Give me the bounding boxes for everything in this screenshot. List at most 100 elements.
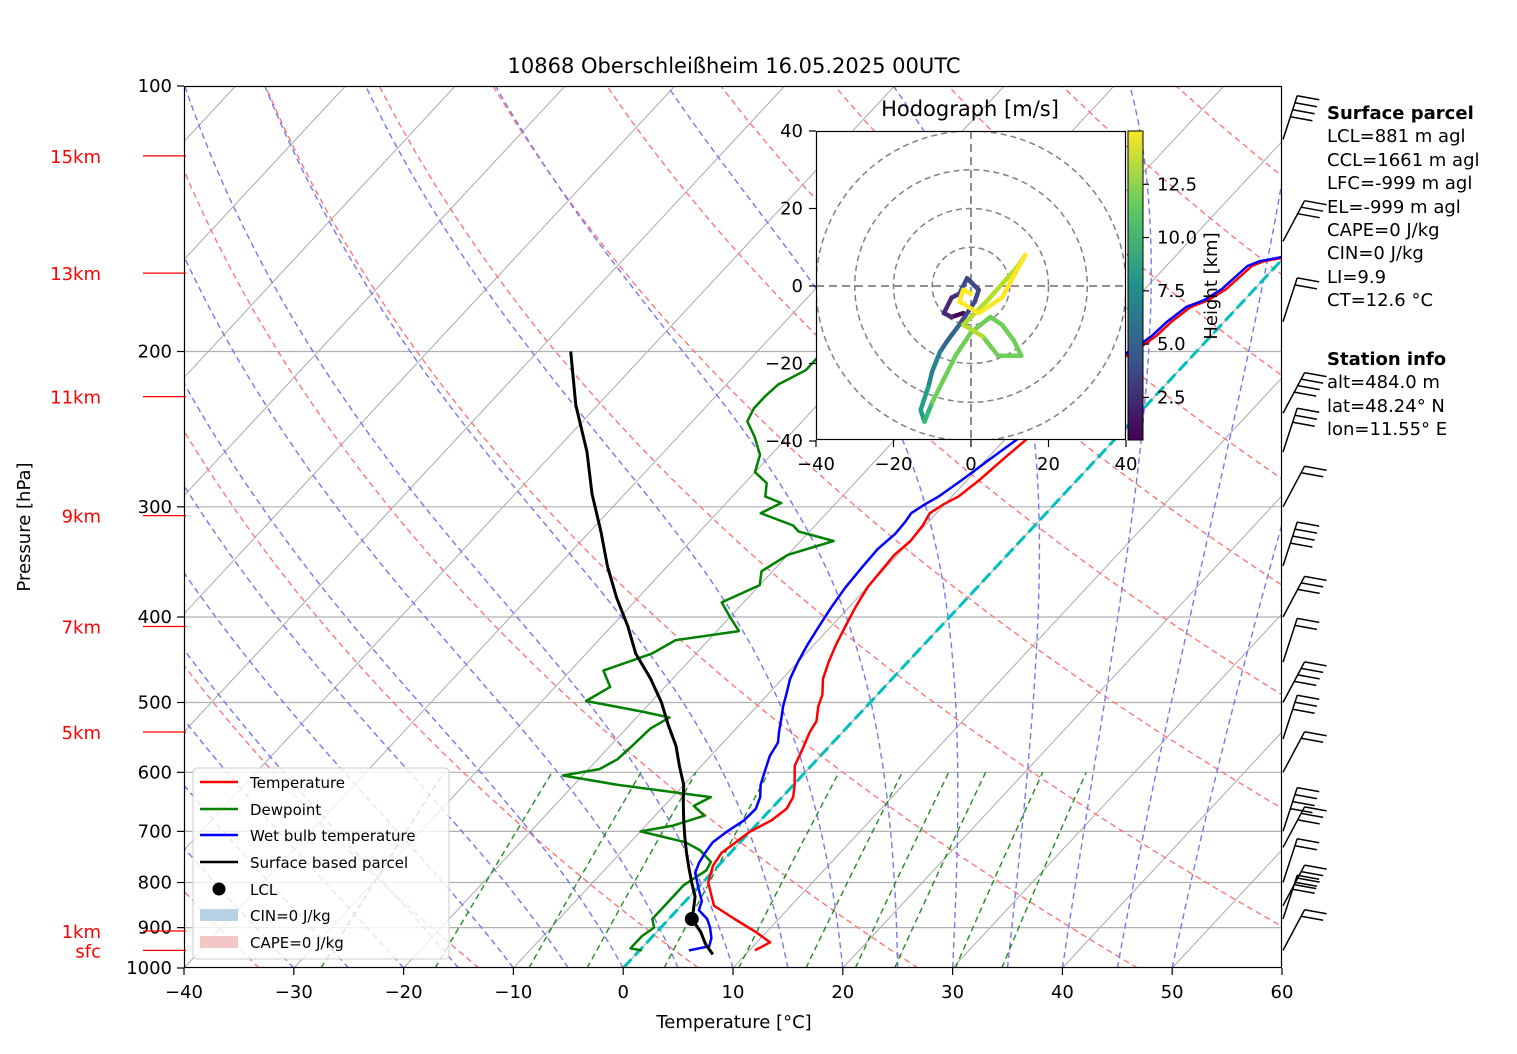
station-info-heading: Station info <box>1327 349 1447 370</box>
wind-barb-flag <box>1304 575 1327 582</box>
hodograph-y-tick-label: 0 <box>792 276 803 297</box>
wind-barb <box>1282 730 1327 773</box>
wind-barb <box>1282 465 1327 508</box>
wind-barb <box>1282 95 1320 140</box>
wind-barb <box>1282 694 1320 740</box>
hodograph-segment <box>957 299 981 316</box>
wind-barb-flag <box>1297 588 1320 595</box>
wind-barb-flag <box>1294 793 1318 800</box>
hodograph-segment <box>941 295 954 316</box>
y-axis-label: Pressure [hPa] <box>14 462 35 591</box>
wind-barb-flag <box>1294 391 1317 397</box>
wind-barb-staff <box>1282 838 1298 883</box>
dry-adiabat-line <box>492 86 1282 810</box>
wind-barb <box>1282 786 1320 832</box>
surface-parcel-cape: CAPE=0 J/kg <box>1327 220 1440 242</box>
wind-barb-staff <box>1282 864 1306 907</box>
mixing-ratio-line <box>954 772 1044 968</box>
hodograph-frame <box>815 130 1127 441</box>
hodograph-segment <box>930 349 943 374</box>
wind-barb-flag <box>1297 877 1320 883</box>
wind-barb-flag <box>1297 838 1320 844</box>
wind-barb-flag <box>1301 870 1324 877</box>
hodograph-y-tick-label: −40 <box>765 431 803 452</box>
wind-barb-staff <box>1282 465 1306 508</box>
height-marker-label: 15km <box>50 147 101 168</box>
wind-barb-flag <box>1294 881 1318 888</box>
y-tick-label: 900 <box>138 918 172 939</box>
x-tick-label: 0 <box>617 982 628 1003</box>
wind-barb-staff <box>1282 521 1298 567</box>
y-tick-label: 200 <box>138 342 172 363</box>
wind-barb-flag <box>1301 915 1324 921</box>
wind-barb-staff <box>1282 787 1298 832</box>
mixing-ratio-line <box>663 771 770 968</box>
colorbar-tick-label: 12.5 <box>1157 174 1197 195</box>
y-tick-label: 100 <box>138 76 172 97</box>
wind-barb <box>1282 864 1327 907</box>
wind-barb-staff <box>1282 95 1298 140</box>
surface-parcel-ct: CT=12.6 °C <box>1327 290 1434 312</box>
mixing-ratio-line <box>854 771 950 968</box>
wind-barb-staff <box>1282 731 1306 773</box>
plot-frame <box>183 85 1283 969</box>
legend-label-cape: CAPE=0 J/kg <box>250 934 344 952</box>
hodograph-segment <box>945 322 962 343</box>
wind-barb-flag <box>1292 109 1315 115</box>
colorbar-label: Height [km] <box>1201 232 1222 339</box>
isotherm-line <box>732 376 1282 968</box>
hodograph-segment <box>926 369 935 389</box>
wind-barb <box>1282 838 1320 883</box>
surface-parcel-lfc: LFC=-999 m agl <box>1327 173 1473 195</box>
wind-barb-flag <box>1294 102 1318 108</box>
chart-title: 10868 Oberschleißheim 16.05.2025 00UTC <box>508 54 961 78</box>
y-tick-label: 800 <box>138 873 172 894</box>
wind-barb-flag <box>1297 384 1320 391</box>
wind-barb <box>1282 874 1320 920</box>
wind-barb-flag <box>1297 674 1320 680</box>
wind-barb-flag <box>1294 528 1318 534</box>
hodograph-segment <box>976 295 1005 316</box>
legend-label-dewpoint: Dewpoint <box>250 801 321 819</box>
wind-barb-flag <box>1294 284 1318 290</box>
colorbar-ticks: 2.5 5.0 7.5 10.0 12.5 <box>1143 174 1197 408</box>
isotherm-line <box>184 86 566 497</box>
station-info-lon: lon=11.55° E <box>1327 419 1448 441</box>
hodograph-ring <box>892 207 1050 365</box>
station-info-box: Station info alt=484.0 m lat=48.24° N lo… <box>1327 348 1447 442</box>
x-tick-label: 20 <box>831 982 854 1003</box>
wind-barb-flag <box>1292 535 1315 541</box>
isotherm-line <box>842 495 1282 968</box>
x-tick-label: 50 <box>1161 982 1184 1003</box>
moist-adiabat-line <box>494 86 899 968</box>
station-info-alt: alt=484.0 m <box>1327 372 1440 394</box>
moist-adiabat-line <box>364 86 844 968</box>
hodograph-segment <box>930 376 947 405</box>
surface-parcel-el: EL=-999 m agl <box>1327 196 1461 218</box>
wind-barb <box>1282 407 1320 453</box>
hodograph-segment <box>957 299 978 327</box>
y-tick-label: 700 <box>138 821 172 842</box>
mixing-ratio-line <box>805 771 903 968</box>
hodograph-y-tick-label: −20 <box>765 354 803 375</box>
isotherm-line <box>513 140 1282 968</box>
wind-barb <box>1282 806 1327 848</box>
freezing-level-line <box>622 257 1282 968</box>
wind-barb-staff <box>1282 618 1298 663</box>
wind-barb-flag <box>1297 874 1320 881</box>
x-tick-label: 10 <box>722 982 745 1003</box>
wind-barb-staff <box>1282 408 1298 453</box>
hodograph-axes: −40 −20 0 20 40 40 20 0 −20 −40 <box>765 121 1137 475</box>
height-marker-label: 9km <box>62 507 101 528</box>
wind-barb-flag <box>1290 807 1313 814</box>
wind-barb <box>1282 199 1327 242</box>
hodograph-segment <box>999 252 1028 300</box>
temperature-profile <box>706 256 1282 952</box>
hodograph-x-tick-label: 40 <box>1115 454 1138 475</box>
wind-barb-staff <box>1282 661 1306 703</box>
lcl-marker <box>684 912 699 927</box>
x-tick-label: 40 <box>1051 982 1074 1003</box>
wind-barb-flag <box>1297 521 1320 527</box>
legend-label-parcel: Surface based parcel <box>250 854 408 872</box>
hodograph: Hodograph [m/s] −40 −20 0 20 40 40 20 0 −20 −40 2… <box>765 97 1222 475</box>
